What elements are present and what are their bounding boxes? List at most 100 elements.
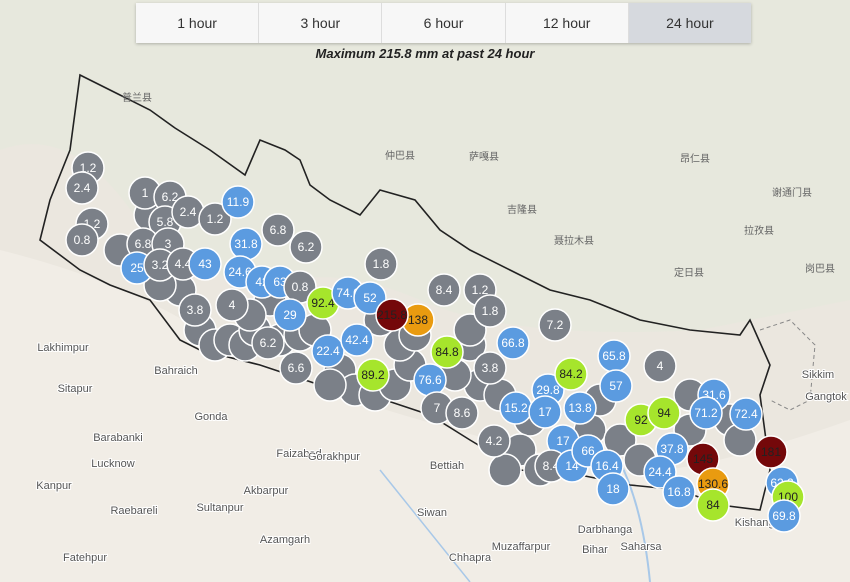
plain: [0, 250, 850, 582]
station-value: 17: [556, 434, 570, 448]
station: 4: [215, 288, 249, 322]
station-marker: [538, 308, 572, 342]
station-marker: [528, 395, 562, 429]
station: 66.8: [496, 326, 530, 360]
station: 6.6: [279, 351, 313, 385]
place-label: 聂拉木县: [554, 234, 594, 247]
station-value: 84: [706, 498, 720, 512]
place-label: 吉隆县: [507, 203, 537, 216]
station: 92.4: [306, 286, 340, 320]
station-value: 37.8: [660, 442, 684, 456]
station-value: 3: [165, 237, 172, 251]
place-label: Gorakhpur: [308, 451, 360, 463]
station-marker: [488, 453, 522, 487]
station-value: 66.8: [501, 336, 525, 350]
station-value: 72.4: [734, 407, 758, 421]
tab[interactable]: 3 hour: [259, 3, 383, 43]
station-marker: [356, 358, 390, 392]
place-label: 拉孜县: [744, 224, 774, 237]
station-marker: [340, 323, 374, 357]
place-label: 岗巴县: [805, 263, 835, 275]
place-label: Siwan: [417, 507, 447, 519]
stations: 1.22.41.20.81 6.25.82.4 1.211.96.8 325 3.2 4.…: [65, 151, 805, 533]
place-label: Darbhanga: [578, 524, 633, 536]
station-value: 7.2: [547, 318, 564, 332]
tab[interactable]: 24 hour: [628, 3, 752, 43]
station-marker: [496, 326, 530, 360]
station-value: 8.4: [436, 283, 453, 297]
station-value: 138: [408, 313, 428, 327]
station: 181: [754, 435, 788, 469]
station: 31.8: [229, 227, 263, 261]
station-value: 52: [363, 291, 377, 305]
tab[interactable]: 1 hour: [136, 3, 260, 43]
station: 89.2: [356, 358, 390, 392]
station: 57: [599, 369, 633, 403]
station-value: 6.6: [288, 361, 305, 375]
station-value: 22.4: [316, 344, 340, 358]
station-marker: [364, 247, 398, 281]
station-value: 18: [606, 482, 620, 496]
time-range-tabs: 1 hour 3 hour 6 hour 12 hour 24 hour: [136, 3, 752, 43]
station-value: 1.2: [472, 283, 489, 297]
station-value: 71.2: [694, 406, 718, 420]
place-label: Raebareli: [110, 505, 157, 517]
station-marker: [65, 171, 99, 205]
station-marker: [289, 230, 323, 264]
place-label: Fatehpur: [63, 552, 107, 564]
station-value: 4: [229, 298, 236, 312]
station-value: 84.2: [559, 367, 583, 381]
station-value: 8.4: [543, 459, 560, 473]
station-value: 92.4: [311, 296, 335, 310]
station-marker: [596, 472, 630, 506]
place-label: Bahraich: [154, 365, 197, 377]
station-marker: [554, 357, 588, 391]
station: 6.8: [261, 213, 295, 247]
station-value: 5.8: [157, 215, 174, 229]
station-value: 24.6: [228, 265, 252, 279]
station-value: 8.6: [454, 406, 471, 420]
station-value: 31.8: [234, 237, 258, 251]
place-label: Sikkim: [802, 369, 834, 381]
tab[interactable]: 6 hour: [382, 3, 506, 43]
place-label: Akbarpur: [244, 485, 289, 497]
station-value: 89.2: [361, 368, 385, 382]
station: 42.4: [340, 323, 374, 357]
station-marker: [178, 293, 212, 327]
station: 76.6: [413, 363, 447, 397]
station: 1.2: [198, 202, 232, 236]
station: 138: [401, 303, 435, 337]
station-marker: [647, 396, 681, 430]
station: 72.4: [729, 397, 763, 431]
station-marker: [473, 294, 507, 328]
station-value: 29: [283, 308, 297, 322]
station-marker: [445, 396, 479, 430]
place-label: Faizabad: [276, 448, 321, 460]
station-marker: [729, 397, 763, 431]
station-value: 66: [581, 444, 595, 458]
place-label: Sitapur: [58, 383, 93, 395]
place-label: Lakhimpur: [37, 342, 89, 354]
station-value: 7: [434, 401, 441, 415]
station-value: 215.8: [377, 308, 407, 322]
place-label: Bihar: [582, 544, 608, 556]
place-label: Chhapra: [449, 552, 492, 564]
station-marker: [251, 326, 285, 360]
tab[interactable]: 12 hour: [505, 3, 629, 43]
station-value: 11.9: [227, 195, 250, 209]
station-value: 65.8: [602, 349, 626, 363]
station: 6.2: [289, 230, 323, 264]
station-value: 25: [130, 261, 144, 275]
place-label: Gonda: [194, 411, 228, 423]
station: 22.4: [311, 334, 345, 368]
station: 8.6: [445, 396, 479, 430]
sikkim-border: [759, 319, 816, 411]
station-value: 13.8: [568, 401, 592, 415]
station: 215.8: [375, 298, 409, 332]
station-value: 17: [538, 405, 552, 419]
station: 71.2: [689, 396, 723, 430]
station-value: 3.8: [482, 361, 499, 375]
station-marker: [643, 349, 677, 383]
